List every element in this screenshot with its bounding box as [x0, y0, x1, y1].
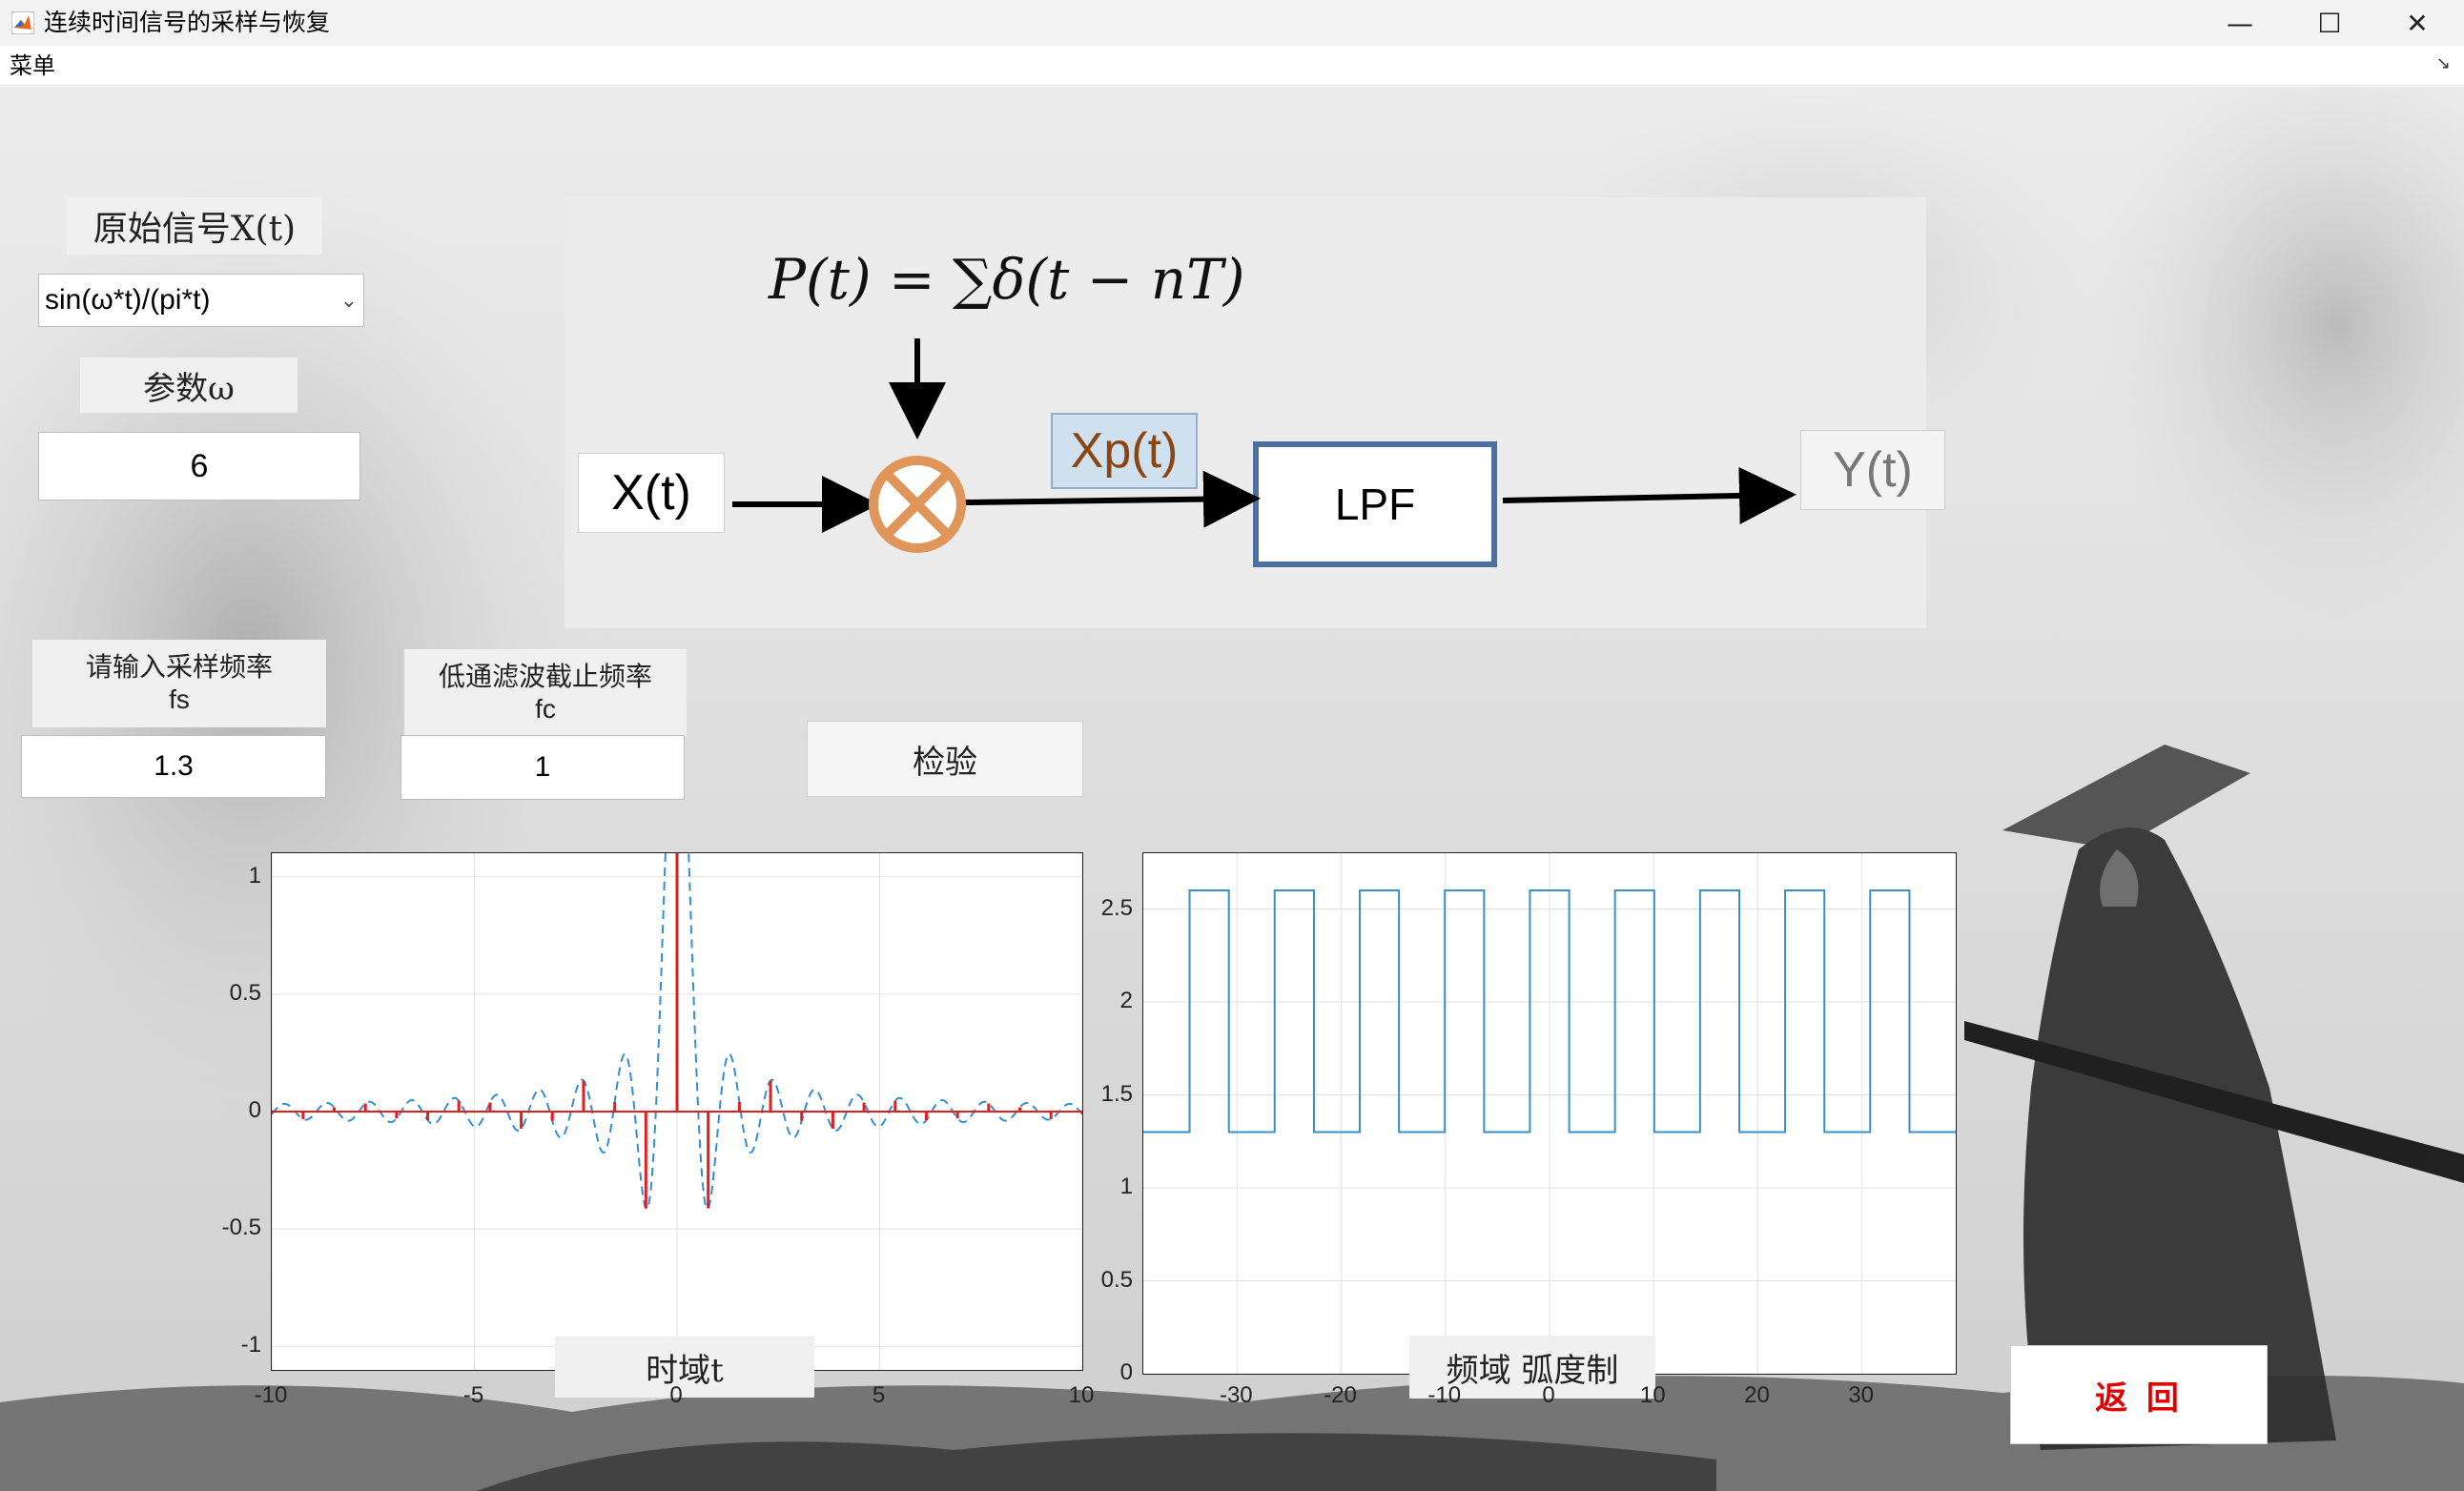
- freq-xtick-label: -20: [1324, 1382, 1357, 1408]
- time-xtick-label: 5: [872, 1382, 886, 1408]
- time-domain-axes: [271, 852, 1083, 1371]
- output-signal-label: Y(t): [1800, 430, 1945, 510]
- freq-ytick-label: 1: [1119, 1174, 1133, 1199]
- minimize-icon: —: [2227, 7, 2253, 39]
- freq-xtick-label: -10: [1427, 1382, 1462, 1408]
- diagram-arrows: [732, 338, 1797, 553]
- time-xtick-label: 10: [1068, 1382, 1095, 1408]
- chevron-down-icon: ⌄: [339, 288, 358, 313]
- return-button[interactable]: 返 回: [2010, 1345, 2268, 1444]
- toolbar-toggle-icon[interactable]: ↘: [2435, 53, 2451, 73]
- maximize-icon: ☐: [2317, 7, 2342, 39]
- check-button[interactable]: 检验: [807, 721, 1083, 797]
- menu-bar: 菜单 ↘: [0, 46, 2464, 86]
- time-ytick-label: 0.5: [229, 979, 261, 1006]
- fs-label-line2: fs: [169, 684, 190, 714]
- spectrum-series: [1143, 889, 1956, 1134]
- time-ytick-label: 1: [248, 862, 261, 888]
- time-xtick-label: 0: [669, 1382, 683, 1408]
- freq-xtick-label: 30: [1848, 1382, 1875, 1408]
- figure-area: 原始信号X(t) sin(ω*t)/(pi*t) ⌄ 参数ω 6 请输入采样频率…: [0, 87, 2464, 1491]
- omega-input[interactable]: 6: [38, 432, 360, 500]
- fc-label-line1: 低通滤波截止频率: [438, 661, 652, 692]
- freq-ytick-label: 1.5: [1100, 1080, 1133, 1107]
- freq-xtick-label: -30: [1219, 1382, 1253, 1408]
- omega-label: 参数ω: [80, 357, 298, 413]
- time-domain-xlabel: 时域t: [555, 1337, 814, 1398]
- freq-xtick-label: 0: [1542, 1382, 1555, 1408]
- signal-dropdown[interactable]: sin(ω*t)/(pi*t) ⌄: [38, 274, 364, 327]
- time-domain-plot: [272, 853, 1082, 1370]
- fs-label-line1: 请输入采样频率: [85, 651, 273, 683]
- pulse-formula: P(t) = ∑δ(t − nT): [769, 247, 1245, 312]
- fc-label: 低通滤波截止频率 fc: [404, 649, 687, 737]
- freq-xtick-label: 10: [1639, 1382, 1666, 1408]
- sampled-signal-label: Xp(t): [1051, 413, 1198, 489]
- title-bar: 连续时间信号的采样与恢复 — ☐ ✕: [0, 0, 2464, 46]
- menu-item[interactable]: 菜单: [10, 52, 55, 79]
- freq-ytick-label: 2.5: [1100, 894, 1133, 921]
- window-title: 连续时间信号的采样与恢复: [44, 9, 331, 36]
- fc-input[interactable]: 1: [400, 735, 685, 800]
- freq-ytick-label: 0.5: [1100, 1266, 1133, 1293]
- signal-heading: 原始信号X(t): [67, 197, 322, 255]
- fs-input[interactable]: 1.3: [21, 735, 326, 798]
- warrior-illustration: [1964, 745, 2464, 1450]
- freq-domain-xlabel: 频域 弧度制: [1409, 1336, 1655, 1399]
- sinc-dashed-series: [272, 853, 1082, 1211]
- input-signal-label: X(t): [578, 453, 725, 533]
- fc-label-line2: fc: [535, 694, 556, 724]
- minimize-button[interactable]: —: [2197, 0, 2283, 46]
- time-ytick-label: -0.5: [221, 1215, 261, 1241]
- freq-domain-plot: [1143, 853, 1956, 1374]
- time-xtick-label: -5: [462, 1382, 484, 1408]
- close-button[interactable]: ✕: [2374, 0, 2460, 46]
- time-ytick-label: -1: [240, 1332, 261, 1358]
- time-xtick-label: -10: [254, 1382, 288, 1408]
- fs-label: 请输入采样频率 fs: [32, 640, 326, 727]
- freq-domain-axes: [1142, 852, 1957, 1375]
- matlab-icon: [11, 11, 34, 34]
- freq-xtick-label: 20: [1744, 1382, 1770, 1408]
- block-diagram: P(t) = ∑δ(t − nT) X(t) Xp(t) LPF Y(t): [565, 197, 1945, 628]
- signal-dropdown-value: sin(ω*t)/(pi*t): [45, 284, 211, 316]
- time-ytick-label: 0: [248, 1097, 261, 1123]
- multiplier-icon: [869, 456, 966, 553]
- freq-ytick-label: 0: [1119, 1359, 1133, 1385]
- close-icon: ✕: [2406, 7, 2429, 39]
- maximize-button[interactable]: ☐: [2287, 0, 2372, 46]
- freq-ytick-label: 2: [1119, 988, 1133, 1013]
